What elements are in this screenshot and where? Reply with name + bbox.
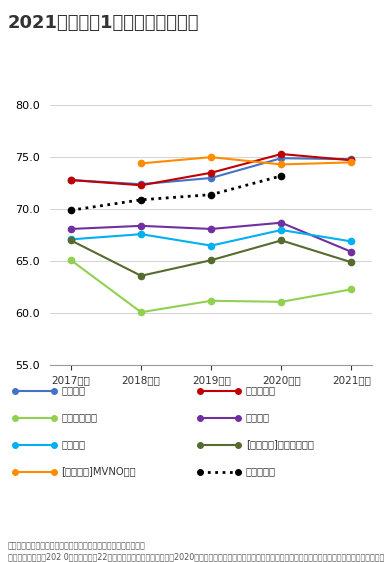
Text: 携帯電話平均: 携帯電話平均	[61, 413, 98, 423]
Text: カフェ平均: カフェ平均	[246, 386, 276, 396]
Text: 飲食平均: 飲食平均	[61, 386, 85, 396]
Text: 銀行平均: 銀行平均	[246, 413, 270, 423]
Text: [特別調査]MVNO平均: [特別調査]MVNO平均	[61, 466, 136, 477]
Text: 各業種の平均には、ランキング対象外調査企業の結果も含みます
全業種平均には、202 0年度公表業種22業種（特別調査除く）のほか、2020年度公表中止業種（各種: 各業種の平均には、ランキング対象外調査企業の結果も含みます 全業種平均には、20…	[8, 541, 384, 561]
Text: 全業種平均: 全業種平均	[246, 466, 276, 477]
Text: [特別調査]電力小売平均: [特別調査]電力小売平均	[246, 439, 314, 450]
Text: 証券平均: 証券平均	[61, 439, 85, 450]
Text: 2021年度　第1回調査　結果概要: 2021年度 第1回調査 結果概要	[8, 14, 199, 32]
